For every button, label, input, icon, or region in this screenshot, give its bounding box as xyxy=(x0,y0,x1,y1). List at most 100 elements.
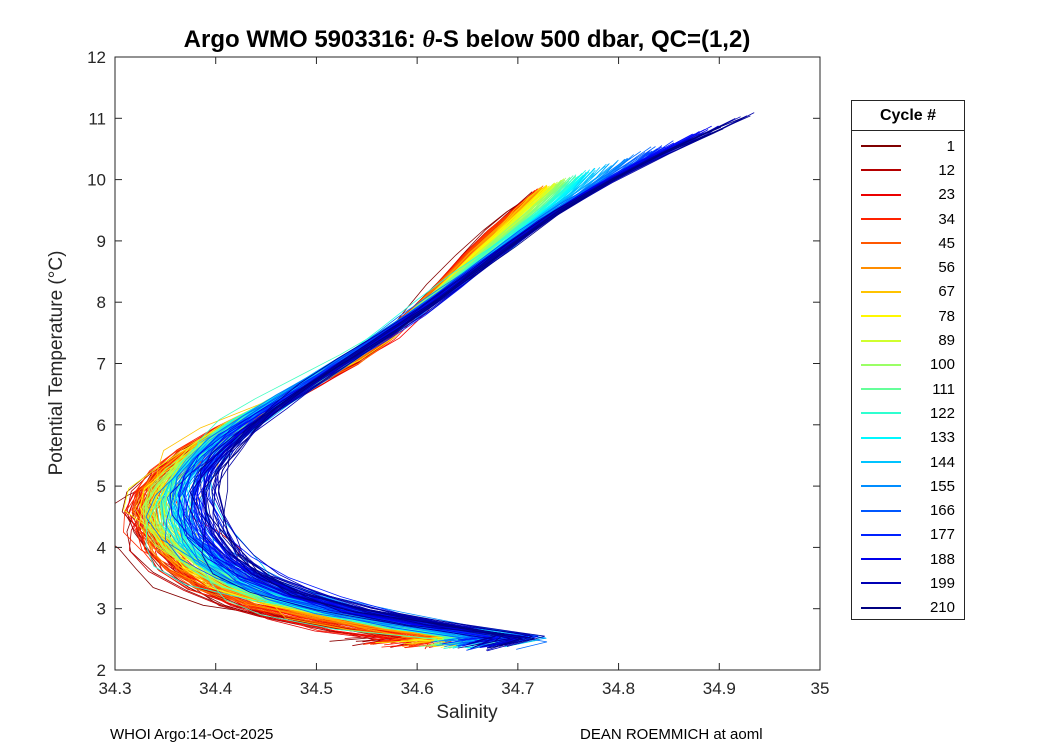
legend-entry: 133 xyxy=(852,426,964,450)
y-tick-label: 2 xyxy=(97,661,106,680)
legend-cycle-number: 12 xyxy=(938,161,955,179)
profile-curve xyxy=(196,133,695,648)
profile-curve xyxy=(171,164,615,646)
profile-curve xyxy=(211,118,743,647)
x-tick-label: 34.8 xyxy=(602,679,635,698)
legend-cycle-number: 155 xyxy=(929,477,955,495)
legend: Cycle # 1 12 23 34 45 56 67 78 89 100 xyxy=(851,100,965,620)
legend-cycle-number: 89 xyxy=(938,332,955,350)
profile-curve xyxy=(192,150,653,642)
y-tick-label: 3 xyxy=(97,600,106,619)
legend-cycle-number: 122 xyxy=(929,404,955,422)
profile-curve xyxy=(193,130,700,647)
y-tick-label: 11 xyxy=(88,109,106,128)
legend-line-sample-icon xyxy=(861,242,901,245)
profile-curve xyxy=(222,126,722,642)
legend-entry: 12 xyxy=(852,158,964,182)
legend-entry: 34 xyxy=(852,207,964,231)
profile-curve xyxy=(195,125,712,642)
y-tick-label: 9 xyxy=(97,232,106,251)
y-axis-label: Potential Temperature (°C) xyxy=(46,250,67,476)
legend-line-sample-icon xyxy=(861,606,901,609)
title-suffix: -S below 500 dbar, QC=(1,2) xyxy=(434,26,751,53)
profile-curve xyxy=(169,135,695,644)
title-theta-symbol: θ xyxy=(422,27,435,53)
legend-entry: 210 xyxy=(852,596,964,620)
legend-line-sample-icon xyxy=(861,412,901,415)
footer-credit-right: DEAN ROEMMICH at aoml xyxy=(580,726,763,743)
footer-credit-left: WHOI Argo:14-Oct-2025 xyxy=(110,726,274,743)
y-tick-label: 4 xyxy=(97,538,106,557)
axes xyxy=(114,56,821,671)
profile-curve xyxy=(200,138,691,645)
profile-curve xyxy=(203,134,698,648)
legend-entry: 144 xyxy=(852,450,964,474)
profile-curve xyxy=(202,116,746,649)
x-tick-label: 35 xyxy=(811,679,830,698)
legend-line-sample-icon xyxy=(861,582,901,585)
legend-line-sample-icon xyxy=(861,533,901,536)
profile-curve xyxy=(189,115,751,649)
legend-title: Cycle # xyxy=(852,101,964,131)
legend-entry: 199 xyxy=(852,571,964,595)
profile-curve xyxy=(190,119,734,647)
legend-cycle-number: 78 xyxy=(938,307,955,325)
y-tick-label: 10 xyxy=(87,171,106,190)
profile-curve xyxy=(145,181,566,648)
chart-title: Argo WMO 5903316: θ-S below 500 dbar, QC… xyxy=(184,26,751,54)
legend-cycle-number: 166 xyxy=(929,502,955,520)
x-tick-label: 34.6 xyxy=(401,679,434,698)
legend-entry: 166 xyxy=(852,498,964,522)
legend-cycle-number: 45 xyxy=(938,234,955,252)
legend-cycle-number: 144 xyxy=(929,453,955,471)
legend-entry: 78 xyxy=(852,304,964,328)
legend-cycle-number: 67 xyxy=(938,283,955,301)
x-tick-label: 34.3 xyxy=(98,679,131,698)
profile-curve xyxy=(164,148,658,647)
x-tick-label: 34.7 xyxy=(501,679,534,698)
x-tick-label: 34.9 xyxy=(703,679,736,698)
legend-line-sample-icon xyxy=(861,339,901,342)
profile-curve xyxy=(217,116,741,642)
x-tick-label: 34.4 xyxy=(199,679,232,698)
legend-entry: 23 xyxy=(852,183,964,207)
legend-line-sample-icon xyxy=(861,169,901,172)
profile-curve xyxy=(201,132,712,648)
profile-curve xyxy=(202,133,701,648)
legend-cycle-number: 111 xyxy=(932,380,955,398)
legend-cycle-number: 188 xyxy=(929,550,955,568)
legend-line-sample-icon xyxy=(861,363,901,366)
profile-curve xyxy=(200,122,728,645)
legend-line-sample-icon xyxy=(861,315,901,318)
legend-cycle-number: 210 xyxy=(929,599,955,617)
legend-entry: 89 xyxy=(852,328,964,352)
x-axis-label: Salinity xyxy=(436,702,498,723)
legend-cycle-number: 23 xyxy=(938,186,955,204)
y-tick-label: 5 xyxy=(97,477,106,496)
legend-cycle-number: 34 xyxy=(938,210,955,228)
legend-line-sample-icon xyxy=(861,461,901,463)
legend-entry: 100 xyxy=(852,353,964,377)
profile-curve xyxy=(194,145,663,647)
profile-curve xyxy=(188,133,703,650)
legend-line-sample-icon xyxy=(861,145,901,148)
profile-curve xyxy=(213,112,755,647)
profile-curve xyxy=(205,115,748,651)
legend-entry: 177 xyxy=(852,523,964,547)
legend-cycle-number: 177 xyxy=(929,526,955,544)
profile-curves xyxy=(115,112,755,652)
legend-line-sample-icon xyxy=(861,436,901,439)
profile-curve xyxy=(195,126,722,643)
legend-cycle-number: 1 xyxy=(946,137,955,155)
legend-entry: 1 xyxy=(852,134,964,158)
legend-line-sample-icon xyxy=(861,558,901,561)
profile-curve xyxy=(212,131,705,645)
profile-curve xyxy=(197,129,705,641)
legend-items: 1 12 23 34 45 56 67 78 89 100 111 xyxy=(852,131,964,620)
legend-entry: 122 xyxy=(852,401,964,425)
legend-line-sample-icon xyxy=(861,266,901,269)
y-tick-label: 12 xyxy=(87,48,106,67)
profile-curve xyxy=(204,129,709,644)
